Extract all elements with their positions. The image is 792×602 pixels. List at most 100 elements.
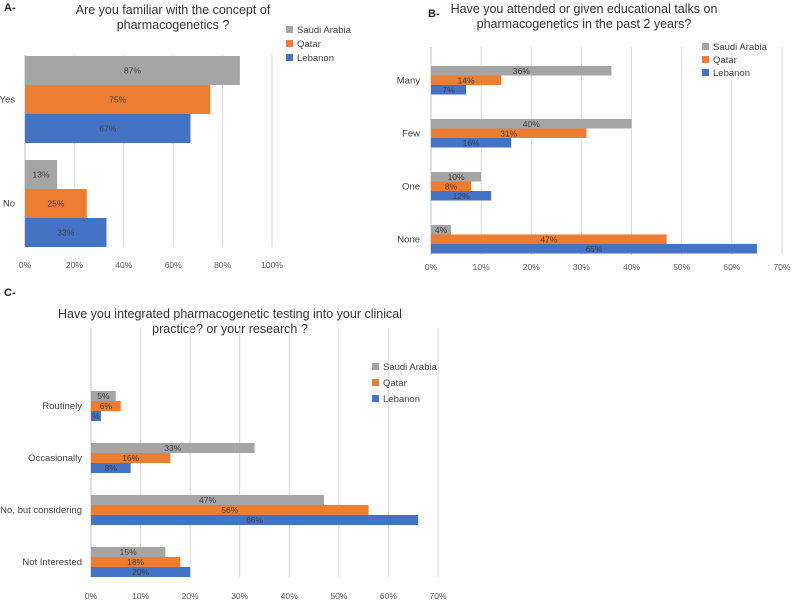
panel-b-legend-label-lebanon: Lebanon	[713, 68, 750, 79]
panel-b-label: B-	[428, 8, 440, 20]
panel-c-data-label: 5%	[97, 391, 110, 401]
panel-b-data-label: 16%	[463, 138, 480, 148]
panel-c-bars	[91, 391, 419, 577]
panel-a-category-labels: Yes No	[0, 95, 15, 210]
panel-c-tick-label: 20%	[182, 591, 199, 601]
panel-c-title-line-2: practice? or your research ?	[152, 322, 308, 336]
panel-c-legend-swatch-saudi-arabia	[372, 363, 379, 370]
panel-b-bar-saudi-arabia	[431, 66, 612, 76]
panel-c-tick-labels: 0% 10% 20% 30% 40% 50% 60% 70%	[85, 591, 447, 601]
panel-a-tick-labels: 0% 20% 40% 60% 80% 100%	[19, 260, 283, 270]
panel-a-legend-swatch-saudi-arabia	[286, 26, 293, 33]
panel-a-legend-label-saudi-arabia: Saudi Arabia	[297, 25, 352, 36]
panel-b-category-one: One	[402, 181, 420, 192]
panel-a-legend-label-lebanon: Lebanon	[297, 53, 334, 64]
panel-c-title-line-1: Have you integrated pharmacogenetic test…	[58, 307, 402, 321]
panel-c-legend-label-lebanon: Lebanon	[383, 394, 420, 405]
panel-b-bars	[431, 66, 757, 254]
panel-b-category-few: Few	[402, 128, 420, 139]
panel-b-legend-swatch-saudi-arabia	[702, 43, 709, 50]
panel-c-data-label: 16%	[122, 453, 139, 463]
panel-c-legend-label-saudi-arabia: Saudi Arabia	[383, 362, 438, 373]
panel-a-data-label: 67%	[99, 124, 116, 134]
panel-b-data-label: 14%	[458, 75, 475, 85]
panel-c-tick-label: 60%	[380, 591, 397, 601]
panel-c-data-label: 20%	[132, 567, 149, 577]
panel-c-category-occasionally: Occasionally	[28, 453, 82, 464]
panel-c-bar-saudi-arabia	[91, 547, 166, 557]
panel-a-tick-label: 20%	[66, 260, 83, 270]
panel-a-legend-swatch-qatar	[286, 40, 293, 47]
panel-b-bar-lebanon	[431, 85, 467, 95]
panel-c-tick-label: 0%	[85, 591, 98, 601]
panel-b-category-labels: Many Few One None	[397, 75, 420, 245]
panel-b-chart: B- Have you attended or given educationa…	[397, 2, 791, 272]
panel-a-category-no: No	[3, 199, 15, 210]
panel-a-bar-saudi-arabia	[25, 56, 240, 85]
panel-c-data-label: 8%	[105, 463, 118, 473]
panel-c-bar-qatar	[91, 453, 171, 463]
panel-b-legend: Saudi Arabia Qatar Lebanon	[702, 42, 768, 79]
panel-c-bar-qatar	[91, 505, 369, 515]
panel-a-title-line-2: pharmacogenetics ?	[117, 18, 230, 32]
panel-b-tick-label: 10%	[473, 262, 490, 272]
panel-b-tick-label: 30%	[573, 262, 590, 272]
panel-a-tick-label: 60%	[165, 260, 182, 270]
panel-a-data-label: 25%	[47, 199, 64, 209]
panel-c-legend: Saudi Arabia Qatar Lebanon	[372, 362, 438, 405]
panel-c-label: C-	[4, 287, 16, 299]
panel-a-data-labels: 87% 75% 67% 13% 25% 33%	[33, 66, 142, 238]
panel-c-data-label: 18%	[127, 557, 144, 567]
panel-c-bar-saudi-arabia	[91, 495, 324, 505]
panel-b-legend-label-saudi-arabia: Saudi Arabia	[713, 42, 768, 53]
panel-b-bar-qatar	[431, 128, 587, 138]
panel-c-tick-label: 70%	[429, 591, 446, 601]
panel-a-legend-swatch-lebanon	[286, 54, 293, 61]
panel-b-title-line-1: Have you attended or given educational t…	[451, 2, 718, 16]
panel-b-data-label: 10%	[448, 172, 465, 182]
panel-b-category-many: Many	[397, 75, 420, 86]
panel-b-data-label: 4%	[435, 225, 448, 235]
panel-c-data-label: 6%	[100, 401, 113, 411]
panel-b-bar-saudi-arabia	[431, 172, 482, 182]
panel-c-bar-lebanon	[91, 463, 131, 473]
panel-b-tick-label: 0%	[425, 262, 438, 272]
panel-b-data-label: 31%	[500, 128, 517, 138]
panel-c-category-not-interested: Not Interested	[22, 557, 82, 568]
panel-b-data-label: 12%	[453, 191, 470, 201]
panel-c-bar-lebanon	[91, 515, 419, 525]
panel-c-data-label: %	[92, 411, 100, 421]
panel-c-bar-lebanon	[91, 567, 191, 577]
panel-a-bar-qatar	[25, 189, 87, 218]
panel-b-bar-saudi-arabia	[431, 225, 452, 235]
panel-b-bar-lebanon	[431, 138, 512, 148]
panel-c-data-label: 56%	[221, 505, 238, 515]
panel-b-tick-label: 20%	[523, 262, 540, 272]
panel-b-bar-saudi-arabia	[431, 119, 632, 129]
panel-a-label: A-	[4, 2, 16, 14]
panel-c-data-label: 15%	[120, 547, 137, 557]
panel-a-bar-lebanon	[25, 218, 107, 247]
panel-a-chart: A- Are you familiar with the concept of …	[0, 2, 352, 270]
panel-c-tick-label: 40%	[281, 591, 298, 601]
panel-c-data-label: 33%	[164, 443, 181, 453]
panel-c-tick-label: 30%	[231, 591, 248, 601]
panel-b-legend-label-qatar: Qatar	[713, 55, 737, 66]
panel-a-bar-saudi-arabia	[25, 160, 58, 189]
panel-b-data-label: 65%	[585, 244, 602, 254]
panel-b-legend-swatch-qatar	[702, 56, 709, 63]
panel-b-bar-qatar	[431, 75, 502, 85]
panel-a-bar-qatar	[25, 85, 211, 114]
panel-b-tick-labels: 0% 10% 20% 30% 40% 50% 60% 70%	[425, 262, 791, 272]
panel-c-category-routinely: Routinely	[42, 401, 82, 412]
panel-b-data-label: 40%	[523, 119, 540, 129]
panel-b-category-none: None	[397, 234, 420, 245]
panel-c-chart: C- Have you integrated pharmacogenetic t…	[0, 287, 447, 601]
panel-a-legend-label-qatar: Qatar	[297, 39, 321, 50]
panel-b-data-label: 8%	[445, 181, 458, 191]
panel-c-bar-lebanon	[91, 411, 101, 421]
panel-c-data-labels: 5%6%% 33% 16% 8% 47% 56% 66% 15%18%20%	[92, 391, 263, 577]
panel-b-bar-lebanon	[431, 244, 757, 254]
panel-b-bar-lebanon	[431, 191, 492, 201]
